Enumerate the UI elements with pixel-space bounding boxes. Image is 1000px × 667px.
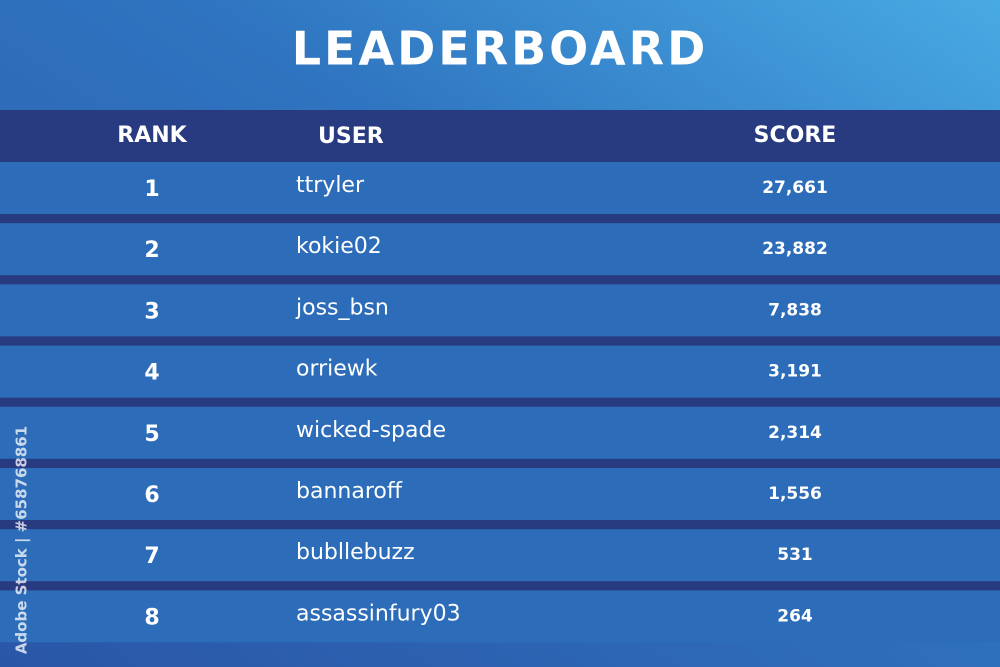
user-name: ttryler [296,173,365,198]
user-name: orriewk [296,357,378,382]
rank: 1 [144,177,159,202]
table-row [0,223,1000,276]
rank: 8 [144,605,159,630]
column-header: USER [318,124,384,149]
score: 264 [777,606,813,626]
table-row [0,162,1000,214]
table-row [0,345,1000,398]
user-name: wicked-spade [296,418,446,443]
rank: 7 [144,544,159,569]
rank: 5 [144,422,159,447]
column-header: SCORE [754,123,837,148]
score: 1,556 [768,484,822,504]
score: 23,882 [762,239,828,259]
rank: 2 [144,238,159,263]
column-header: RANK [117,123,187,148]
rank: 3 [144,299,159,324]
table-row [0,529,1000,582]
user-name: bannaroff [296,479,403,504]
user-name: assassinfury03 [296,601,461,626]
score: 27,661 [762,178,828,198]
score: 531 [777,545,813,565]
user-name: kokie02 [296,234,382,259]
score: 7,838 [768,300,822,320]
table-row [0,406,1000,459]
title: LEADERBOARD [292,22,709,76]
rank: 4 [144,361,159,386]
score: 3,191 [768,362,822,382]
user-name: joss_bsn [295,295,389,320]
table-row [0,590,1000,643]
user-name: bubllebuzz [296,540,415,565]
rank: 6 [144,483,159,508]
table-row [0,284,1000,337]
table-row [0,468,1000,520]
watermark: Adobe Stock | #658768861 [13,426,32,654]
score: 2,314 [768,423,822,443]
